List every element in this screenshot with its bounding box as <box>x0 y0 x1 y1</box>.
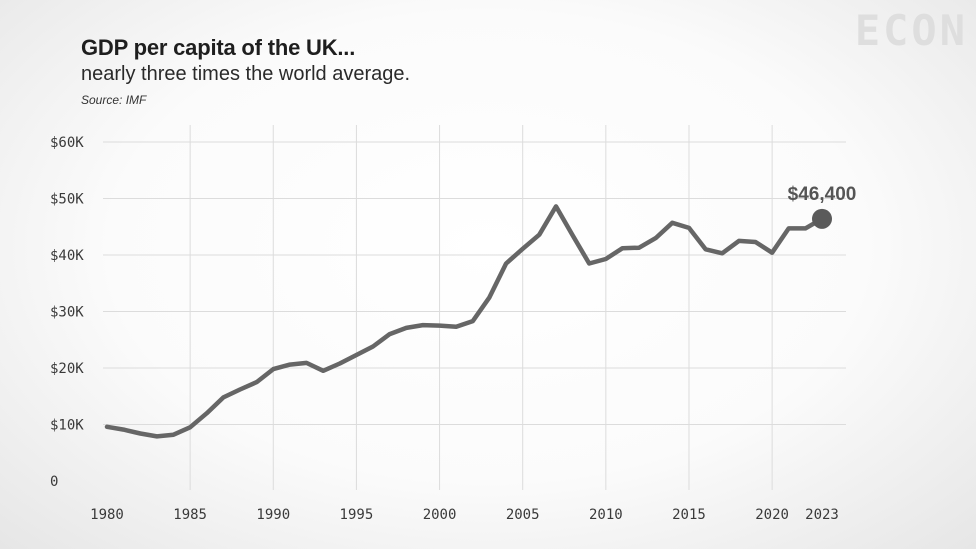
x-tick-label: 2015 <box>672 507 706 523</box>
y-tick-label: $60K <box>50 135 84 151</box>
latest-value-label: $46,400 <box>788 184 857 205</box>
y-tick-label: $10K <box>50 418 84 434</box>
gdp-series-line <box>104 204 825 439</box>
y-tick-label: $20K <box>50 361 84 377</box>
y-tick-label: $40K <box>50 248 84 264</box>
x-tick-label: 2010 <box>589 507 623 523</box>
x-tick-label: 1990 <box>256 507 290 523</box>
x-tick-label: 2005 <box>506 507 540 523</box>
x-axis-tick-labels: 1980 1985 1990 1995 2000 2005 2010 2015 2020 2023 <box>90 507 839 523</box>
x-tick-label: 1980 <box>90 507 124 523</box>
chart-title: GDP per capita of the UK... <box>81 35 356 60</box>
latest-value-marker <box>812 208 832 229</box>
y-axis-tick-labels: 0 $10K $20K $30K $40K $50K $60K <box>50 135 84 490</box>
x-tick-label: 1995 <box>340 507 374 523</box>
chart-source: Source: IMF <box>81 93 147 107</box>
x-tick-label: 2020 <box>755 507 789 523</box>
y-tick-label: $30K <box>50 305 84 321</box>
x-tick-label: 2023 <box>805 507 839 523</box>
x-gridlines <box>189 125 773 490</box>
y-tick-label: 0 <box>50 474 58 490</box>
y-gridlines <box>103 141 846 425</box>
x-tick-label: 2000 <box>423 507 457 523</box>
chart-subtitle: nearly three times the world average. <box>81 63 411 85</box>
chart-header: GDP per capita of the UK... nearly three… <box>81 34 410 107</box>
x-tick-label: 1985 <box>173 507 207 523</box>
y-tick-label: $50K <box>50 192 84 208</box>
econ-logo: ECON <box>854 6 968 55</box>
